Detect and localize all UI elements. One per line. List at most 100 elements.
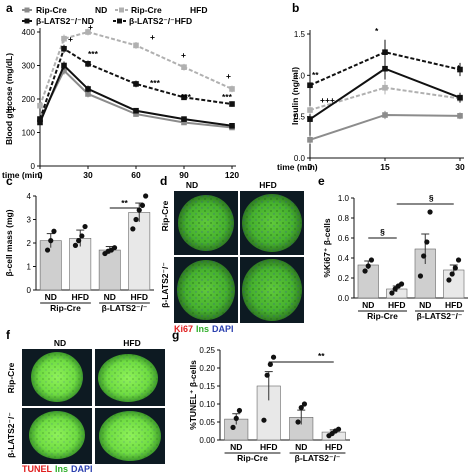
- y-tick-label: 0.10: [199, 400, 215, 409]
- significance-mark: **: [312, 70, 319, 80]
- y-tick-label: 0.4: [338, 254, 350, 263]
- x-tick-label: HFD: [131, 292, 148, 302]
- group-label: β-LATS2⁻/⁻: [417, 311, 463, 321]
- data-point: [307, 137, 313, 143]
- data-point: [76, 238, 82, 244]
- data-point: [335, 426, 342, 432]
- x-tick-label: HFD: [260, 442, 277, 452]
- legend-lats-hfd-marker: [117, 18, 122, 24]
- data-point: [301, 401, 308, 407]
- data-point: [181, 94, 187, 101]
- y-tick-label: 400: [22, 28, 36, 37]
- y-tick-label: 2: [27, 239, 32, 248]
- data-point: [421, 253, 427, 259]
- legend-rip-hfd-repeat: Rip-Cre: [131, 5, 162, 15]
- data-point: [398, 281, 405, 287]
- panel-f-row-lats: β-LATS2⁻/⁻: [6, 412, 16, 458]
- data-point: [181, 116, 187, 122]
- data-point: [229, 101, 235, 107]
- y-tick-label: 3: [27, 216, 32, 225]
- panel-d: d ND HFD Rip-Cre β-LATS2⁻/⁻ Ki67 Ins DAPI: [160, 174, 304, 334]
- data-point: [143, 193, 149, 199]
- y-axis-label: β-cell mass (mg): [4, 209, 14, 276]
- significance-mark: ***: [150, 78, 161, 88]
- panel-a: a Rip-Cre ND Rip-Cre HFD β-LATS2⁻/⁻ND β-…: [2, 1, 239, 180]
- data-point: [267, 361, 273, 367]
- data-point: [424, 239, 430, 245]
- y-tick-label: 4: [27, 192, 32, 201]
- data-point: [382, 84, 388, 91]
- series-line: [39, 63, 233, 127]
- data-point: [233, 415, 239, 421]
- panel-f-col-nd: ND: [54, 338, 66, 348]
- data-point: [37, 119, 43, 126]
- data-point: [85, 86, 91, 92]
- data-point: [133, 107, 139, 114]
- panel-b: b 0.0 0.5 1.0 1.5 0 15 30 time (min) Insulin (ng…: [277, 1, 465, 172]
- x-tick-label: 0: [308, 162, 313, 172]
- panel-e-chart: 0.0 0.2 0.4 0.6 0.8 1.0 %Ki67⁺ β-cells ND HFD ND H…: [322, 193, 468, 321]
- data-point: [139, 202, 146, 208]
- bar: [98, 249, 121, 291]
- panel-f: f ND HFD Rip-Cre β-LATS2⁻/⁻ TUNEL Ins DAPI: [6, 328, 165, 474]
- data-point: [457, 113, 463, 119]
- y-tick-label: 0.00: [199, 436, 215, 445]
- data-point: [298, 405, 304, 411]
- panel-f-stain-legend: TUNEL Ins DAPI: [22, 464, 93, 474]
- panel-d-col-hfd: HFD: [259, 180, 276, 190]
- data-point: [417, 273, 424, 279]
- panel-d-stain-legend: Ki67 Ins DAPI: [174, 324, 234, 334]
- significance-mark: +: [150, 32, 155, 42]
- group-label: Rip-Cre: [50, 303, 81, 313]
- panel-a-label: a: [6, 1, 13, 15]
- data-point: [79, 233, 85, 239]
- panel-g-label: g: [172, 328, 179, 342]
- data-point: [261, 417, 267, 423]
- data-point: [264, 372, 270, 378]
- data-point: [270, 354, 277, 360]
- significance-mark: §: [429, 193, 434, 203]
- legend-lats-hfd-label: β-LATS2⁻/⁻HFD: [129, 16, 192, 26]
- data-point: [130, 226, 136, 232]
- x-tick-label: ND: [295, 442, 307, 452]
- data-point: [85, 61, 91, 67]
- data-point: [136, 207, 142, 213]
- y-tick-label: 0.0: [338, 294, 350, 303]
- y-tick-label: 0.8: [338, 214, 350, 223]
- significance-mark: **: [318, 351, 325, 361]
- y-tick-label: 0.15: [199, 382, 215, 391]
- legend-hfd-label: HFD: [190, 5, 207, 15]
- data-point: [455, 257, 462, 263]
- panel-a-chart: 0 100 200 300 400 0 30 60 90 120 time (min) Blood g…: [2, 22, 239, 180]
- data-point: [449, 271, 455, 277]
- data-point: [229, 86, 235, 92]
- x-tick-label: ND: [230, 442, 242, 452]
- panel-d-row-rip: Rip-Cre: [160, 200, 170, 231]
- bar: [357, 264, 379, 299]
- data-point: [37, 116, 43, 122]
- data-point: [37, 102, 43, 109]
- y-tick-label: 200: [22, 95, 36, 104]
- x-axis-label: time (min): [2, 170, 43, 180]
- significance-mark: §: [380, 227, 385, 237]
- data-point: [61, 35, 67, 42]
- data-point: [61, 67, 67, 74]
- data-point: [307, 116, 313, 122]
- micrograph-d-lats-hfd: [240, 257, 304, 323]
- data-point: [72, 242, 79, 248]
- y-tick-label: 0.5: [294, 113, 306, 122]
- data-point: [48, 238, 54, 244]
- panel-d-row-lats: β-LATS2⁻/⁻: [160, 262, 170, 308]
- y-tick-label: 0.0: [294, 154, 306, 163]
- y-tick-label: 1: [27, 263, 32, 272]
- bar: [39, 240, 62, 291]
- y-axis-label: Insulin (ng/ml): [290, 67, 300, 125]
- y-tick-label: 1.0: [338, 194, 350, 203]
- y-tick-label: 0.05: [199, 418, 215, 427]
- x-tick-label: 30: [83, 170, 93, 180]
- x-tick-label: ND: [362, 300, 374, 310]
- y-axis-label: %Ki67⁺ β-cells: [322, 218, 332, 278]
- legend-lats-nd-marker: [24, 18, 30, 24]
